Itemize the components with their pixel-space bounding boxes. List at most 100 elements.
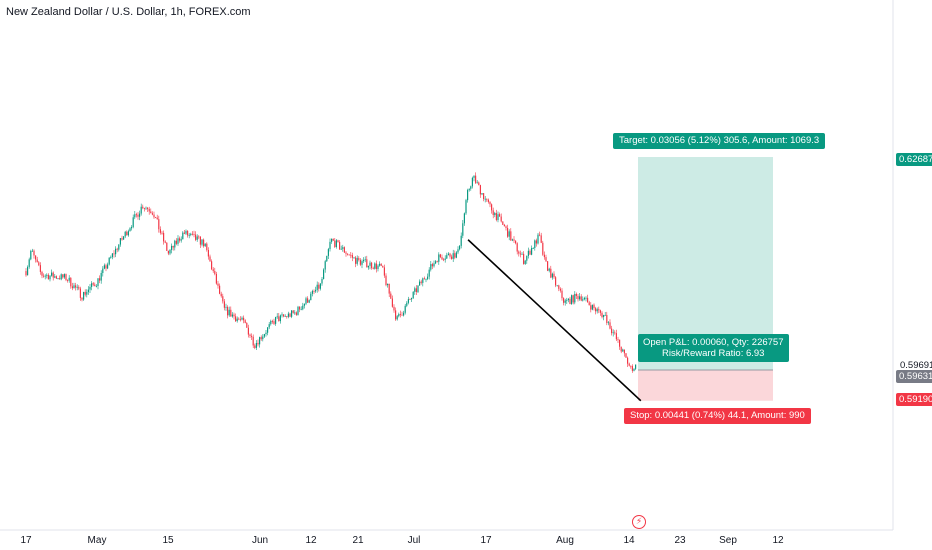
candle <box>79 286 81 301</box>
candle <box>249 333 251 339</box>
candle-body <box>481 193 483 195</box>
candle-body <box>318 284 320 289</box>
candle-body <box>455 252 457 258</box>
candle <box>601 311 603 319</box>
candle <box>286 316 288 319</box>
candle-body <box>359 259 361 265</box>
candle-body <box>329 241 331 250</box>
candle-body <box>487 199 489 202</box>
candle-body <box>203 239 205 247</box>
candle <box>83 291 85 301</box>
candle-body <box>175 240 177 244</box>
candle <box>513 236 515 244</box>
candle-body <box>599 310 601 313</box>
candle-body <box>147 207 149 209</box>
candle-body <box>476 182 478 184</box>
candle-body <box>129 228 131 232</box>
candle-body <box>150 211 152 214</box>
candle <box>467 188 469 203</box>
candle <box>603 314 605 321</box>
candle-body <box>555 277 557 286</box>
candle-body <box>270 320 272 325</box>
candle-body <box>102 268 104 274</box>
candle-body <box>460 235 462 246</box>
candle-body <box>121 238 123 240</box>
candle <box>39 262 41 275</box>
candle-body <box>468 188 470 191</box>
candle <box>91 281 93 291</box>
candle <box>103 263 105 270</box>
candle <box>318 282 320 292</box>
candle-body <box>327 249 329 256</box>
candle-body <box>118 244 120 250</box>
candle-body <box>231 314 233 317</box>
candle-body <box>236 318 238 322</box>
candle <box>308 299 310 304</box>
candle-body <box>140 206 142 214</box>
candle <box>593 303 595 311</box>
candle-body <box>215 273 217 284</box>
candle <box>262 334 264 342</box>
candle-body <box>323 269 325 279</box>
candle <box>46 273 48 279</box>
candle-body <box>423 278 425 280</box>
candle-body <box>167 250 169 254</box>
candle <box>324 259 326 273</box>
candle <box>300 306 302 311</box>
candle-body <box>155 217 157 219</box>
candle-body <box>566 300 568 301</box>
candle-body <box>276 316 278 318</box>
x-tick-label: Jun <box>251 535 269 546</box>
candle <box>70 277 72 289</box>
candle <box>510 228 512 241</box>
candle-body <box>379 263 381 266</box>
candle-body <box>558 285 560 289</box>
candle-body <box>292 310 294 313</box>
candle <box>126 230 128 236</box>
candle-body <box>406 302 408 306</box>
candle-body <box>489 201 491 205</box>
candle <box>190 232 192 237</box>
candle-body <box>463 213 465 224</box>
candle <box>89 283 91 293</box>
candle <box>164 240 166 244</box>
candle-body <box>393 306 395 311</box>
candle <box>428 267 430 280</box>
candle-body <box>212 269 214 272</box>
candle-body <box>243 317 245 321</box>
candle-body <box>35 255 37 260</box>
candle <box>612 329 614 337</box>
candle <box>492 207 494 219</box>
candle-body <box>428 269 430 277</box>
candle <box>127 229 129 237</box>
candle <box>236 316 238 323</box>
candle-body <box>263 334 265 337</box>
candle-body <box>569 298 571 305</box>
candle-body <box>180 239 182 241</box>
stop-label[interactable]: Stop: 0.00441 (0.74%) 44.1, Amount: 990 <box>624 408 811 424</box>
pnl-label[interactable]: Open P&L: 0.00060, Qty: 226757 Risk/Rewa… <box>638 334 789 362</box>
candle <box>468 188 470 192</box>
candle-body <box>447 253 449 256</box>
candle <box>607 320 609 326</box>
candle <box>375 260 377 273</box>
x-tick-label: 17 <box>20 535 32 546</box>
candle-body <box>334 240 336 247</box>
target-label[interactable]: Target: 0.03056 (5.12%) 305.6, Amount: 1… <box>613 133 826 149</box>
candle-body <box>609 322 611 329</box>
candle <box>462 220 464 239</box>
candle-body <box>635 364 637 369</box>
flash-icon[interactable]: ⚡ <box>632 515 646 529</box>
candle-body <box>57 278 59 280</box>
candle-body <box>470 186 472 189</box>
candle-body <box>265 332 267 335</box>
candle <box>25 268 27 277</box>
candle <box>140 203 142 216</box>
candle-body <box>633 368 635 371</box>
candle-body <box>230 309 232 317</box>
candle <box>507 224 509 238</box>
candle <box>382 265 384 268</box>
candle-body <box>511 239 513 241</box>
candle-body <box>70 277 72 287</box>
